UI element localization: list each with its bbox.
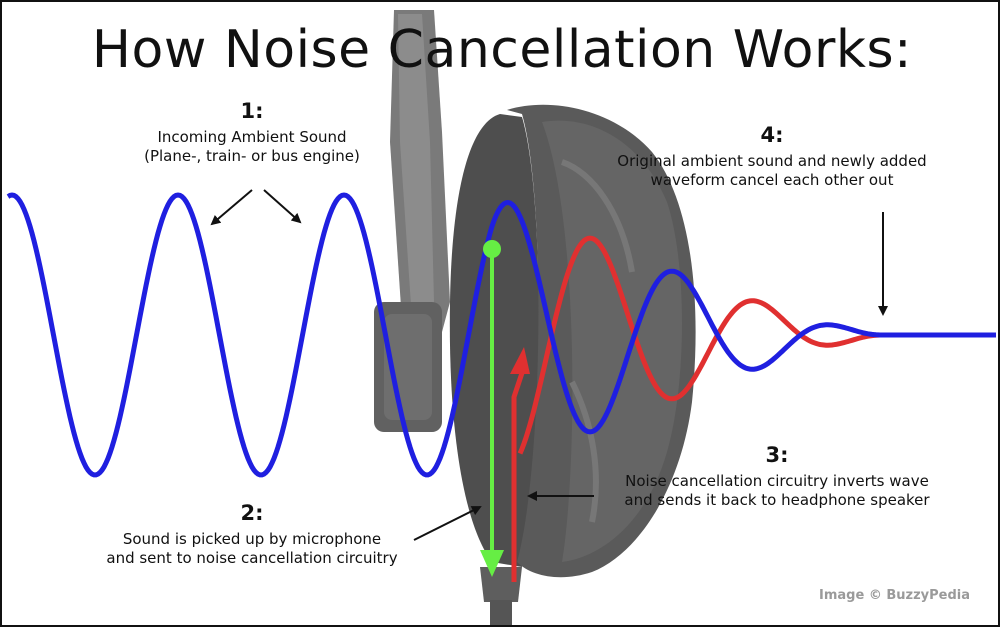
arrow-step1-left bbox=[210, 189, 253, 226]
step-4-text: Original ambient sound and newly added w… bbox=[617, 152, 927, 189]
step-1-number: 1: bbox=[240, 99, 264, 123]
step-2-label: 2: Sound is picked up by microphone and … bbox=[42, 500, 462, 568]
step-1-text: Incoming Ambient Sound (Plane-, train- o… bbox=[144, 128, 360, 165]
ambient-sound-wave bbox=[6, 192, 996, 478]
step-4-label: 4: Original ambient sound and newly adde… bbox=[562, 122, 982, 190]
inverted-signal-arrow bbox=[510, 347, 530, 582]
inverted-wave bbox=[517, 235, 884, 455]
step-2-text: Sound is picked up by microphone and sen… bbox=[106, 530, 398, 567]
step-1-label: 1: Incoming Ambient Sound (Plane-, train… bbox=[52, 98, 452, 166]
image-credit: Image © BuzzyPedia bbox=[819, 588, 970, 603]
headphone-ear-cup bbox=[449, 104, 696, 625]
step-4-number: 4: bbox=[760, 123, 784, 147]
microphone-signal-arrow bbox=[480, 240, 504, 577]
step-3-label: 3: Noise cancellation circuitry inverts … bbox=[572, 442, 982, 510]
step-2-number: 2: bbox=[240, 501, 264, 525]
diagram-title: How Noise Cancellation Works: bbox=[91, 20, 913, 80]
headphone-headband bbox=[374, 10, 450, 432]
step-3-number: 3: bbox=[765, 443, 789, 467]
arrow-step2 bbox=[413, 506, 482, 541]
step-3-text: Noise cancellation circuitry inverts wav… bbox=[624, 472, 930, 509]
pointer-arrows bbox=[210, 189, 888, 541]
arrow-step1-right bbox=[263, 189, 302, 224]
